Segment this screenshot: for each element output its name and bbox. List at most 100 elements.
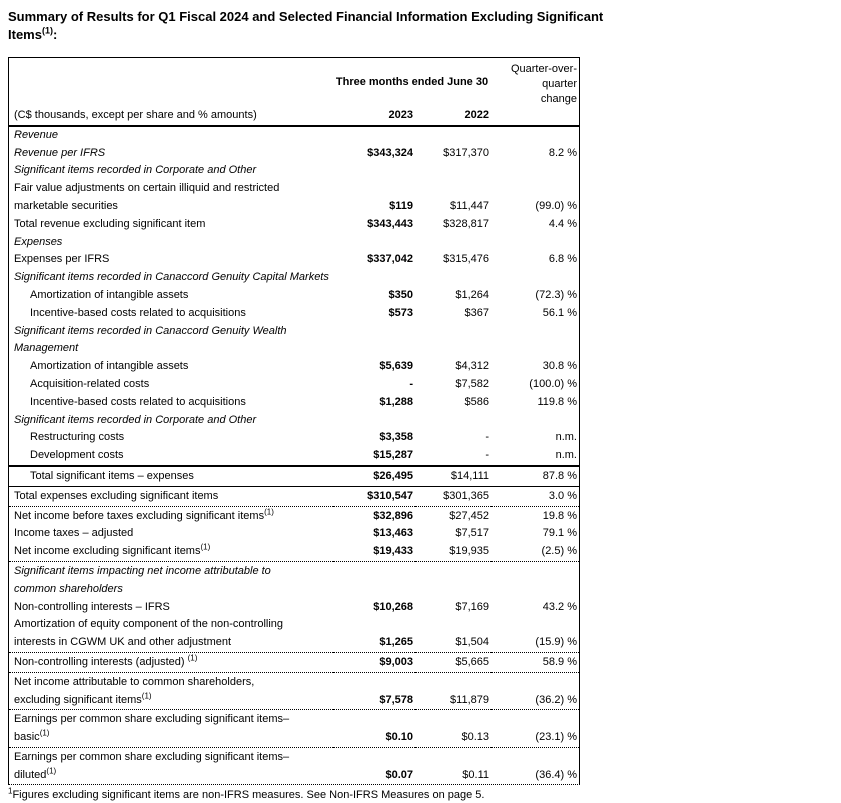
table-row: Significant items recorded in Corporate … — [9, 412, 579, 430]
table-row: Significant items impacting net income a… — [9, 560, 579, 599]
footnote-ref: (1) — [141, 690, 152, 700]
value-2022: - — [485, 431, 489, 444]
value-change: (23.1) % — [491, 709, 579, 748]
row-label: Earnings per common share excluding sign… — [9, 746, 333, 785]
value-2022 — [415, 234, 491, 252]
value-change: (2.5) % — [541, 545, 577, 558]
table-row: Significant items recorded in Canaccord … — [9, 323, 579, 359]
value-2022: $5,665 — [414, 651, 491, 673]
value-change: 8.2 % — [548, 146, 577, 159]
value-change: 87.8 % — [491, 464, 579, 487]
value-2022: $328,817 — [443, 217, 489, 230]
value-2022: $367 — [464, 306, 489, 319]
row-label: Total expenses excluding significant ite… — [9, 485, 333, 507]
row-label: Income taxes – adjusted — [14, 527, 134, 540]
row-label: Net income excluding significant items(1… — [14, 542, 211, 558]
period-header: Three months ended June 30 — [335, 75, 489, 88]
column-header-2022: 2022 — [414, 107, 491, 127]
table-row: Incentive-based costs related to acquisi… — [9, 394, 579, 412]
value-2023: $3,358 — [379, 431, 413, 444]
value-2023 — [333, 234, 415, 252]
value-2023 — [333, 412, 415, 430]
footnote-text: Figures excluding significant items are … — [12, 789, 485, 802]
row-label: Incentive-based costs related to acquisi… — [30, 395, 246, 408]
value-change: 119.8 % — [537, 395, 577, 408]
value-2023: $7,578 — [332, 671, 415, 710]
title-footnote-ref: (1) — [41, 25, 53, 36]
row-label: Restructuring costs — [30, 431, 125, 444]
value-change: 30.8 % — [542, 360, 577, 373]
table-row: Significant items recorded in Corporate … — [9, 162, 579, 180]
value-2023: $350 — [388, 288, 413, 301]
table-row: Incentive-based costs related to acquisi… — [9, 305, 579, 323]
value-2022: $11,879 — [414, 671, 491, 710]
value-change — [491, 269, 579, 287]
row-label: Amortization of intangible assets — [30, 288, 189, 301]
table-header-columns-row: (C$ thousands, except per share and % am… — [9, 107, 579, 127]
footnote-ref: (1) — [46, 766, 57, 776]
row-label: Amortization of intangible assets — [30, 360, 189, 373]
table-row: Restructuring costs $3,358 - n.m. — [9, 429, 579, 447]
value-2022: $301,365 — [414, 485, 491, 507]
value-2023: $119 — [389, 199, 413, 212]
table-row: Earnings per common share excluding sign… — [9, 746, 579, 785]
summary-of-results-table: Three months ended June 30 Quarter-over-… — [9, 58, 579, 785]
value-2022 — [415, 162, 491, 180]
value-2022 — [415, 412, 491, 430]
financial-table-body: Revenue Revenue per IFRS $343,324 $317,3… — [9, 126, 579, 785]
value-2023 — [333, 269, 415, 287]
value-2023: $26,495 — [332, 464, 415, 487]
value-2023: $5,639 — [379, 360, 413, 373]
table-row: Earnings per common share excluding sign… — [9, 709, 579, 748]
value-2022: $19,935 — [449, 545, 489, 558]
row-label: Earnings per common share excluding sign… — [9, 709, 333, 748]
footnote-ref: (1) — [264, 506, 274, 516]
value-2023 — [333, 323, 415, 359]
row-label: Total significant items – expenses — [9, 464, 333, 487]
value-change — [491, 560, 579, 599]
table-row: Amortization of intangible assets $5,639… — [9, 358, 579, 376]
value-change: (36.4) % — [491, 746, 579, 785]
value-2022: $0.13 — [414, 709, 491, 748]
value-change: (36.2) % — [491, 671, 579, 710]
value-change: 6.8 % — [548, 253, 577, 266]
value-2022: $4,312 — [455, 360, 489, 373]
row-label: Development costs — [30, 449, 124, 462]
value-change: 3.0 % — [491, 485, 579, 507]
table-row: Total expenses excluding significant ite… — [9, 485, 579, 507]
value-change: 19.8 % — [491, 505, 579, 526]
table-row: Expenses per IFRS $337,042 $315,476 6.8 … — [9, 251, 579, 269]
table-row: Acquisition-related costs - $7,582 (100.… — [9, 376, 579, 394]
footnote-ref: (1) — [187, 653, 198, 663]
value-change: 58.9 % — [491, 651, 579, 673]
financial-table: Three months ended June 30 Quarter-over-… — [8, 57, 580, 786]
value-2022: $11,447 — [450, 199, 489, 212]
change-column-header: Quarter-over- quarter change — [491, 58, 579, 107]
footnote-ref: 1 — [8, 786, 13, 796]
value-2023: $10,268 — [373, 600, 413, 613]
table-row: Expenses — [9, 234, 579, 252]
value-change — [491, 323, 579, 359]
value-2022 — [415, 323, 491, 359]
value-2023 — [333, 162, 415, 180]
footnote-ref: (1) — [39, 728, 50, 738]
table-row: Revenue per IFRS $343,324 $317,370 8.2 % — [9, 145, 579, 163]
value-change: (100.0) % — [529, 377, 577, 390]
value-2023: $32,896 — [332, 505, 415, 526]
table-row: Fair value adjustments on certain illiqu… — [9, 180, 579, 216]
value-change: n.m. — [555, 431, 577, 444]
value-2023: $19,433 — [373, 545, 413, 558]
value-2022 — [415, 269, 491, 287]
value-change: (99.0) % — [535, 199, 577, 212]
value-2023: $1,288 — [379, 395, 413, 408]
value-2022: $27,452 — [414, 505, 491, 526]
value-2022 — [415, 126, 491, 145]
value-change — [491, 234, 579, 252]
value-2023: $0.07 — [332, 746, 415, 785]
value-2023 — [333, 126, 415, 145]
table-row: Amortization of equity component of the … — [9, 616, 579, 652]
table-row: Non-controlling interests (adjusted) (1)… — [9, 651, 579, 673]
table-row: Non-controlling interests – IFRS $10,268… — [9, 599, 579, 617]
row-label: Significant items impacting net income a… — [9, 560, 333, 599]
table-row: Income taxes – adjusted $13,463 $7,517 7… — [9, 525, 579, 543]
